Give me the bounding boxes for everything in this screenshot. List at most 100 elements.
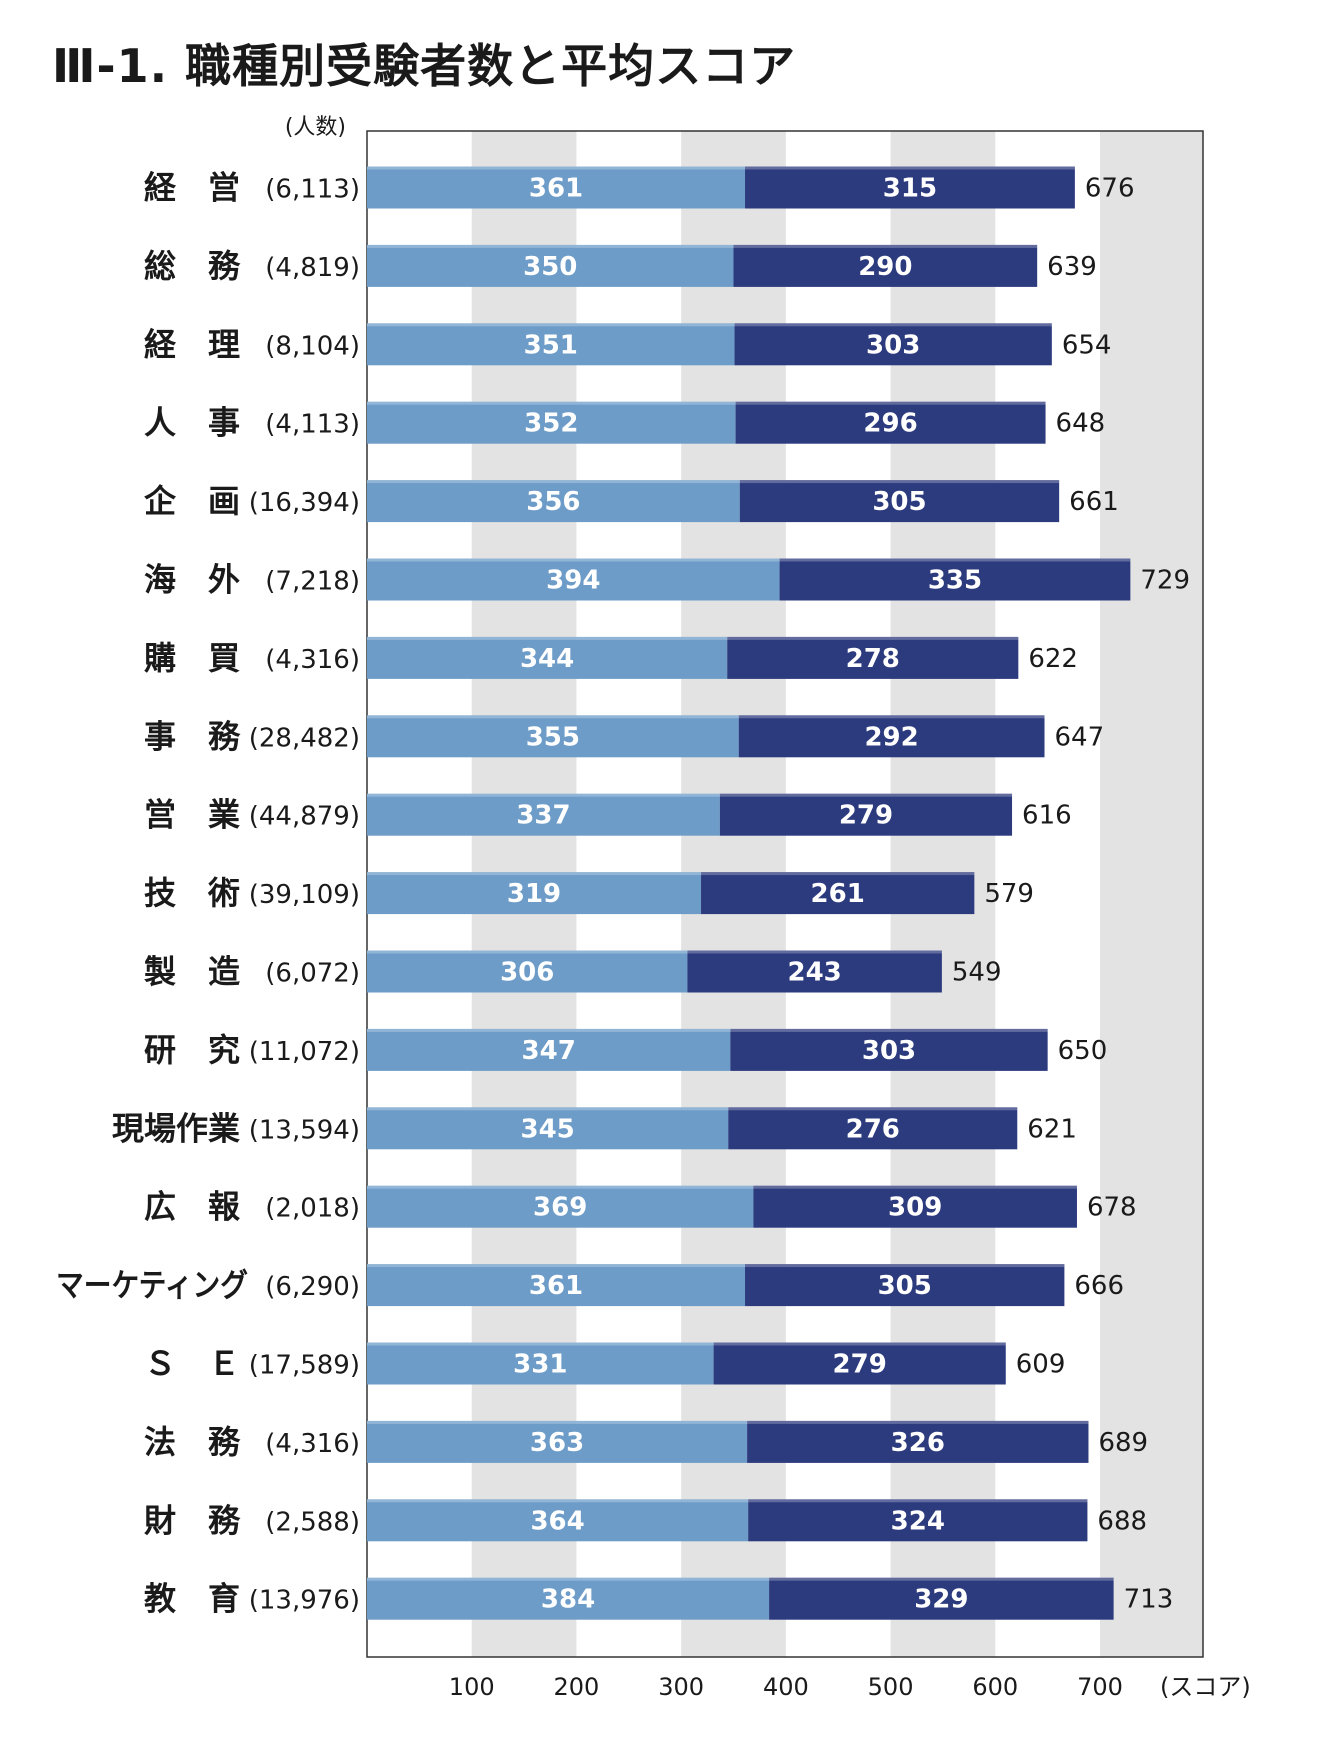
bar-value-label: 303 xyxy=(862,1036,916,1066)
total-label: 579 xyxy=(984,879,1034,909)
total-label: 647 xyxy=(1055,722,1105,752)
bar-highlight xyxy=(367,480,1060,484)
total-label: 689 xyxy=(1098,1428,1148,1458)
bar-value-label: 309 xyxy=(888,1193,942,1223)
bar-segment-series-1 xyxy=(367,401,736,444)
category-label: 人 事 xyxy=(144,404,240,442)
x-tick-label: 400 xyxy=(763,1673,809,1701)
x-tick-label: 100 xyxy=(449,1673,495,1701)
x-tick-label: 500 xyxy=(868,1673,914,1701)
bar-highlight xyxy=(367,558,1131,562)
category-label: Ｓ Ｅ xyxy=(144,1345,240,1383)
bar-segment-series-1 xyxy=(367,872,702,915)
bar-value-label: 361 xyxy=(529,1271,583,1301)
bar-value-label: 303 xyxy=(866,330,920,360)
count-label: (6,290) xyxy=(265,1272,360,1302)
bar-highlight xyxy=(367,244,1038,248)
bar-value-label: 315 xyxy=(883,174,937,204)
bar-highlight xyxy=(367,1342,1006,1346)
bar-segment-series-1 xyxy=(367,1420,748,1463)
bar-highlight xyxy=(367,793,1013,797)
category-label: 製 造 xyxy=(144,953,240,991)
bar-value-label: 345 xyxy=(520,1114,574,1144)
category-label: 研 究 xyxy=(144,1031,240,1069)
bar-segment-series-2 xyxy=(753,1185,1077,1228)
category-label: 財 務 xyxy=(144,1501,241,1539)
bar-value-label: 363 xyxy=(530,1428,584,1458)
bar-value-label: 361 xyxy=(529,174,583,204)
category-label: マーケティング xyxy=(56,1266,248,1304)
count-label: (13,594) xyxy=(249,1115,360,1145)
category-label: 広 報 xyxy=(144,1188,240,1226)
count-label: (7,218) xyxy=(265,567,360,597)
bar-value-label: 305 xyxy=(872,487,926,517)
bar-highlight xyxy=(367,950,942,954)
bar-segment-series-2 xyxy=(739,480,1060,523)
bar-value-label: 350 xyxy=(523,252,577,282)
bar-segment-series-1 xyxy=(367,323,735,366)
bar-segment-series-2 xyxy=(734,323,1052,366)
category-label: 購 買 xyxy=(144,639,240,677)
bar-value-label: 329 xyxy=(914,1585,968,1615)
bar-value-label: 324 xyxy=(891,1506,945,1536)
bar-segment-series-2 xyxy=(738,715,1045,758)
bar-segment-series-1 xyxy=(367,166,746,209)
total-label: 729 xyxy=(1140,566,1190,596)
category-label: 法 務 xyxy=(144,1423,241,1461)
category-label: 教 育 xyxy=(144,1580,240,1618)
bar-value-label: 279 xyxy=(833,1350,887,1380)
bar-value-label: 276 xyxy=(846,1114,900,1144)
count-label: (4,316) xyxy=(265,1429,360,1459)
bar-segment-series-2 xyxy=(745,1264,1065,1307)
count-label: (2,588) xyxy=(265,1507,360,1537)
bar-value-label: 278 xyxy=(846,644,900,674)
bar-highlight xyxy=(367,1028,1048,1032)
bar-segment-series-2 xyxy=(713,1342,1006,1385)
bar-highlight xyxy=(367,872,975,876)
bar-segment-series-2 xyxy=(748,1499,1088,1542)
bar-highlight xyxy=(367,323,1052,327)
bar-value-label: 355 xyxy=(526,722,580,752)
bar-segment-series-2 xyxy=(730,1028,1048,1071)
category-label: 企 画 xyxy=(144,482,240,520)
x-tick-label: 300 xyxy=(658,1673,704,1701)
x-tick-label: 600 xyxy=(972,1673,1018,1701)
bar-segment-series-1 xyxy=(367,480,740,523)
count-label: (44,879) xyxy=(249,802,360,832)
total-label: 549 xyxy=(952,958,1002,988)
bar-segment-series-2 xyxy=(747,1420,1089,1463)
bar-highlight xyxy=(367,166,1075,170)
chart-title: Ⅲ-1. 職種別受験者数と平均スコア xyxy=(52,39,797,93)
bar-segment-series-2 xyxy=(745,166,1075,209)
bar-segment-series-2 xyxy=(769,1577,1114,1620)
count-label: (4,819) xyxy=(265,253,360,283)
bar-value-label: 351 xyxy=(524,330,578,360)
bar-segment-series-1 xyxy=(367,793,720,836)
count-label: (6,113) xyxy=(265,175,360,205)
x-tick-label: 200 xyxy=(554,1673,600,1701)
bar-segment-series-2 xyxy=(687,950,942,993)
bar-segment-series-2 xyxy=(733,244,1038,287)
total-label: 648 xyxy=(1056,409,1106,439)
bar-value-label: 356 xyxy=(526,487,580,517)
category-label: 経 理 xyxy=(144,325,240,363)
bar-value-label: 394 xyxy=(546,566,600,596)
bar-highlight xyxy=(367,1185,1077,1189)
bar-segment-series-1 xyxy=(367,636,728,679)
bar-highlight xyxy=(367,636,1019,640)
bar-segment-series-2 xyxy=(728,1107,1018,1150)
total-label: 676 xyxy=(1085,174,1135,204)
bar-value-label: 292 xyxy=(864,722,918,752)
bar-value-label: 261 xyxy=(811,879,865,909)
bar-highlight xyxy=(367,401,1046,405)
total-label: 609 xyxy=(1016,1350,1066,1380)
count-label: (17,589) xyxy=(249,1351,360,1381)
category-label: 海 外 xyxy=(144,561,240,599)
bar-segment-series-1 xyxy=(367,1264,746,1307)
total-label: 713 xyxy=(1124,1585,1174,1615)
bar-value-label: 326 xyxy=(891,1428,945,1458)
bar-value-label: 296 xyxy=(863,409,917,439)
bar-value-label: 384 xyxy=(541,1585,595,1615)
category-label: 現場作業 xyxy=(112,1109,240,1147)
